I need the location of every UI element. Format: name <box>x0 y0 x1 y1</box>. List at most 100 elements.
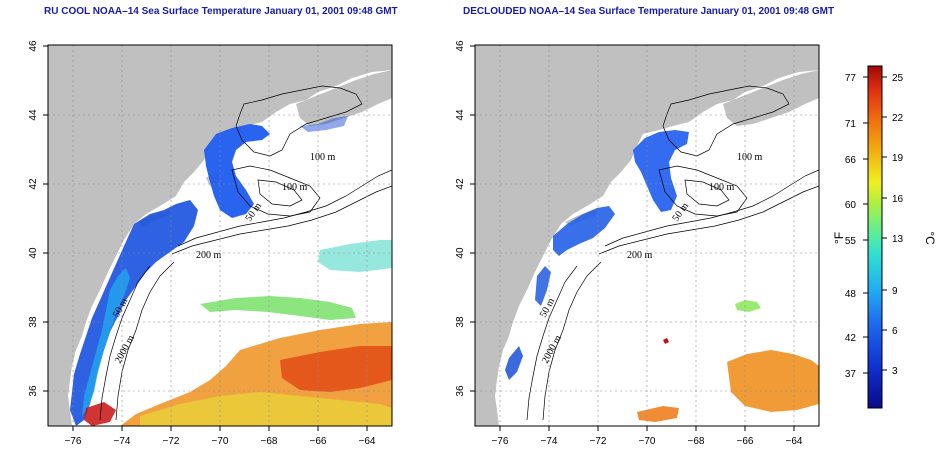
left-isobath-georges-inner <box>257 179 303 207</box>
colorbar-f-label: 37 <box>845 369 857 380</box>
left-lon-tick-label: −76 <box>65 436 82 447</box>
left-grid <box>48 45 392 426</box>
colorbar-celsius-labels: 25 22 19 16 13 9 6 3 <box>892 73 904 377</box>
left-land-nova-scotia <box>296 70 392 126</box>
left-land-mainland <box>48 45 392 426</box>
left-map-content: 100 m 100 m 50 m 200 m 50 m 2000 m <box>48 45 392 426</box>
left-sst-shelf-blue <box>70 200 198 426</box>
right-isobath-georges-inner <box>684 179 730 207</box>
left-isobath-50 <box>99 265 151 421</box>
colorbar-c-label: 3 <box>892 366 898 377</box>
right-isobath-label-4: 200 m <box>627 250 653 261</box>
colorbar-fahrenheit-unit: °F <box>832 232 846 244</box>
left-sst-coastal-cyan <box>82 268 130 416</box>
colorbar-ticks <box>863 76 887 374</box>
left-lat-tick-labels: 36 38 40 42 44 46 <box>28 40 39 397</box>
right-isobath-shelfbreak <box>598 185 819 255</box>
left-sst-nova-scotia-shelf <box>300 116 348 132</box>
right-lon-tick-label: −68 <box>688 436 705 447</box>
left-lon-tick-label: −70 <box>212 436 229 447</box>
right-lat-tick-labels: 36 38 40 42 44 46 <box>455 40 466 397</box>
left-isobath-2000 <box>115 261 175 421</box>
left-lon-tick-labels: −76 −74 −72 −70 −68 −66 −64 <box>65 436 376 447</box>
right-isobath-georges <box>658 165 748 217</box>
left-sst-offshore-green <box>200 296 356 320</box>
colorbar-c-label: 22 <box>892 113 904 124</box>
right-lat-tick-label: 38 <box>455 316 466 328</box>
left-sst-warm-core <box>84 402 116 426</box>
colorbar-c-label: 19 <box>892 153 904 164</box>
colorbar: 77 71 66 60 55 48 42 37 25 22 19 16 13 9… <box>832 65 937 409</box>
left-isobath-200 <box>177 169 392 247</box>
left-isobath-shelfbreak <box>171 185 392 255</box>
right-land-nova-scotia <box>723 70 819 126</box>
left-sst-southern-red <box>280 346 392 392</box>
right-lat-tick-label: 40 <box>455 247 466 259</box>
left-panel-title: RU COOL NOAA–14 Sea Surface Temperature … <box>44 6 398 17</box>
colorbar-f-label: 48 <box>845 289 857 300</box>
right-isobath-200 <box>604 169 819 247</box>
right-lon-tick-label: −72 <box>590 436 607 447</box>
colorbar-gradient <box>867 65 883 409</box>
left-lat-tick-label: 42 <box>28 178 39 190</box>
right-isobath-50 <box>526 265 578 421</box>
left-lon-tick-label: −74 <box>114 436 131 447</box>
right-lon-tick-label: −64 <box>786 436 803 447</box>
colorbar-f-label: 60 <box>845 200 857 211</box>
colorbar-celsius-unit: °C <box>923 231 937 245</box>
right-grid <box>475 45 819 426</box>
right-lon-tick-label: −70 <box>639 436 656 447</box>
right-lon-tick-label: −76 <box>492 436 509 447</box>
right-sst-coastal <box>505 346 523 380</box>
left-ticks <box>43 45 368 431</box>
right-isobath-shallow <box>662 85 790 157</box>
right-sst-shelf-blue <box>553 206 615 256</box>
right-sst-orange-south <box>637 406 679 422</box>
colorbar-f-label: 42 <box>845 333 857 344</box>
right-lat-tick-label: 42 <box>455 178 466 190</box>
right-panel-title: DECLOUDED NOAA–14 Sea Surface Temperatur… <box>463 6 835 17</box>
left-sst-southern-yellow <box>140 392 392 426</box>
left-lat-tick-label: 36 <box>28 385 39 397</box>
colorbar-f-label: 55 <box>845 236 857 247</box>
left-isobaths <box>99 85 392 421</box>
right-lat-tick-label: 46 <box>455 40 466 52</box>
right-ticks <box>470 45 795 431</box>
colorbar-c-label: 9 <box>892 286 898 297</box>
right-isobath-label-1: 100 m <box>737 152 763 163</box>
right-isobath-2000 <box>542 261 602 421</box>
right-lat-tick-label: 36 <box>455 385 466 397</box>
left-isobath-label-1: 100 m <box>310 152 336 163</box>
right-map-panel: 100 m 100 m 50 m 200 m 50 m 2000 m <box>455 40 820 447</box>
right-sst-orange-patch <box>727 350 819 412</box>
left-isobath-label-4: 200 m <box>196 250 222 261</box>
left-sst-gulf-maine <box>204 124 270 218</box>
left-lon-tick-label: −72 <box>163 436 180 447</box>
colorbar-c-label: 13 <box>892 234 904 245</box>
right-isobaths <box>526 85 819 421</box>
colorbar-fahrenheit-labels: 77 71 66 60 55 48 42 37 <box>845 73 857 380</box>
left-lon-tick-label: −68 <box>261 436 278 447</box>
left-lat-tick-label: 46 <box>28 40 39 52</box>
left-map-panel: 100 m 100 m 50 m 200 m 50 m 2000 m <box>28 40 393 447</box>
left-isobath-label-2: 100 m <box>282 182 308 193</box>
right-isobath-label-2: 100 m <box>709 182 735 193</box>
left-lon-tick-label: −66 <box>310 436 327 447</box>
right-sst-shelf-lower <box>535 266 551 306</box>
right-lon-tick-labels: −76 −74 −72 −70 −68 −66 −64 <box>492 436 803 447</box>
left-lat-tick-label: 40 <box>28 247 39 259</box>
colorbar-f-label: 77 <box>845 73 857 84</box>
colorbar-c-label: 6 <box>892 326 898 337</box>
left-lat-tick-label: 44 <box>28 109 39 121</box>
right-sst-red-dot <box>663 338 669 344</box>
left-isobath-shallow <box>235 85 363 157</box>
colorbar-c-label: 25 <box>892 73 904 84</box>
colorbar-f-label: 66 <box>845 155 857 166</box>
colorbar-c-label: 16 <box>892 194 904 205</box>
right-land-mainland <box>475 45 819 426</box>
left-isobath-georges <box>231 165 321 217</box>
left-lat-tick-label: 38 <box>28 316 39 328</box>
colorbar-f-label: 71 <box>845 119 857 130</box>
right-lon-tick-label: −74 <box>541 436 558 447</box>
